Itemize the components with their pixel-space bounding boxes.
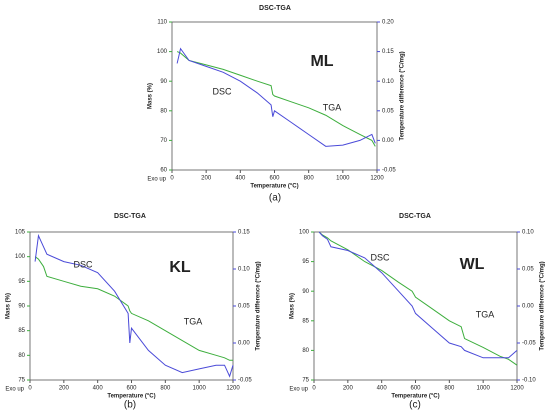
- x-tick-label: 1200: [226, 386, 240, 392]
- x-tick-label: 1000: [476, 386, 490, 392]
- x-axis-label: Temperature (°C): [250, 184, 298, 190]
- x-tick-label: 0: [28, 386, 32, 392]
- y-axis-label: Mass (%): [6, 293, 12, 319]
- y2-tick-label: 0.10: [382, 79, 394, 85]
- chart-title: DSC-TGA: [259, 5, 291, 12]
- y-tick-label: 80: [302, 348, 309, 354]
- series-label: TGA: [476, 309, 495, 319]
- y-tick-label: 90: [302, 289, 309, 295]
- x-axis-label: Temperature (°C): [107, 394, 155, 400]
- y2-tick-label: 0.05: [522, 267, 534, 273]
- series-label: TGA: [323, 102, 342, 112]
- series-line: [318, 231, 518, 359]
- x-tick-label: 1200: [370, 176, 384, 182]
- x-tick-label: 1000: [192, 386, 206, 392]
- y2-axis-label: Temperature difference (°C/mg): [400, 51, 406, 140]
- y-axis-label: Mass (%): [148, 83, 154, 109]
- series-label: DSC: [370, 252, 390, 262]
- sample-label: KL: [169, 259, 191, 276]
- y-tick-label: 110: [157, 20, 167, 26]
- series-label: DSC: [212, 86, 232, 96]
- y2-tick-label: -0.05: [238, 378, 252, 384]
- series-line: [34, 233, 234, 378]
- sample-label: WL: [460, 256, 485, 273]
- y2-tick-label: 0.15: [238, 230, 250, 236]
- x-tick-label: 0: [170, 176, 174, 182]
- y2-axis-label: Temperature difference (°C/mg): [256, 261, 262, 350]
- y2-axis-label: Temperature difference (°C/mg): [540, 261, 546, 350]
- sample-label: ML: [310, 53, 333, 70]
- x-tick-label: 600: [126, 386, 137, 392]
- y-tick-label: 60: [160, 168, 167, 174]
- y-tick-label: 100: [299, 230, 310, 236]
- y-tick-label: 85: [18, 328, 25, 334]
- y2-tick-label: 0.20: [382, 20, 394, 26]
- y-tick-label: 80: [160, 108, 167, 114]
- y-tick-label: 85: [302, 318, 309, 324]
- series-line: [176, 47, 376, 147]
- y-tick-label: 75: [18, 378, 25, 384]
- x-tick-label: 400: [377, 386, 388, 392]
- exo-note: Exo up: [5, 387, 24, 393]
- series-line: [34, 256, 233, 361]
- y-tick-label: 95: [302, 259, 309, 265]
- y2-tick-label: 0.15: [382, 49, 394, 55]
- y-tick-label: 95: [18, 279, 25, 285]
- chart-title: DSC-TGA: [399, 213, 431, 220]
- y-tick-label: 100: [157, 49, 168, 55]
- y2-tick-label: 0.10: [238, 267, 250, 273]
- x-tick-label: 200: [201, 176, 212, 182]
- y2-tick-label: 0.10: [522, 230, 534, 236]
- series-label: DSC: [73, 259, 93, 269]
- x-tick-label: 0: [312, 386, 316, 392]
- x-tick-label: 200: [59, 386, 70, 392]
- series-line: [176, 51, 376, 147]
- exo-note: Exo up: [289, 387, 308, 393]
- y2-tick-label: -0.05: [382, 168, 396, 174]
- y-tick-label: 90: [18, 304, 25, 310]
- y2-tick-label: -0.10: [522, 378, 536, 384]
- x-tick-label: 800: [160, 386, 171, 392]
- y-tick-label: 105: [15, 230, 26, 236]
- y-tick-label: 70: [160, 138, 167, 144]
- caption: (c): [409, 400, 421, 411]
- x-tick-label: 800: [444, 386, 455, 392]
- chart-title: DSC-TGA: [114, 213, 146, 220]
- x-tick-label: 600: [269, 176, 280, 182]
- y-axis-label: Mass (%): [290, 293, 296, 319]
- x-tick-label: 600: [410, 386, 421, 392]
- y-tick-label: 90: [160, 79, 167, 85]
- x-tick-label: 800: [304, 176, 315, 182]
- y-tick-label: 100: [15, 254, 26, 260]
- y2-tick-label: -0.05: [522, 341, 536, 347]
- series-label: TGA: [184, 316, 203, 326]
- x-tick-label: 1200: [510, 386, 524, 392]
- exo-note: Exo up: [147, 177, 166, 183]
- y-tick-label: 75: [302, 378, 309, 384]
- y2-tick-label: 0.00: [382, 138, 394, 144]
- y2-tick-label: 0.00: [238, 341, 250, 347]
- y2-tick-label: 0.05: [238, 304, 250, 310]
- x-tick-label: 400: [93, 386, 104, 392]
- plot-frame: [29, 231, 234, 381]
- x-tick-label: 200: [343, 386, 354, 392]
- x-tick-label: 400: [235, 176, 246, 182]
- y-tick-label: 80: [18, 353, 25, 359]
- y2-tick-label: 0.05: [382, 108, 394, 114]
- x-tick-label: 1000: [336, 176, 350, 182]
- caption: (b): [124, 400, 136, 411]
- caption: (a): [269, 193, 281, 204]
- x-axis-label: Temperature (°C): [391, 394, 439, 400]
- y2-tick-label: 0.00: [522, 304, 534, 310]
- series-line: [318, 231, 518, 366]
